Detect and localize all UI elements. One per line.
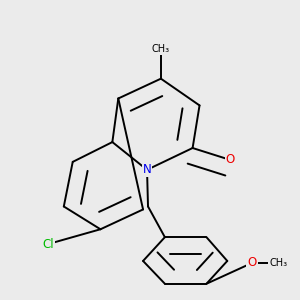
Text: Cl: Cl xyxy=(42,238,54,250)
Text: N: N xyxy=(143,163,152,176)
Text: CH₃: CH₃ xyxy=(269,258,287,268)
Text: CH₃: CH₃ xyxy=(152,44,170,54)
Text: O: O xyxy=(248,256,257,269)
Text: O: O xyxy=(226,153,235,167)
